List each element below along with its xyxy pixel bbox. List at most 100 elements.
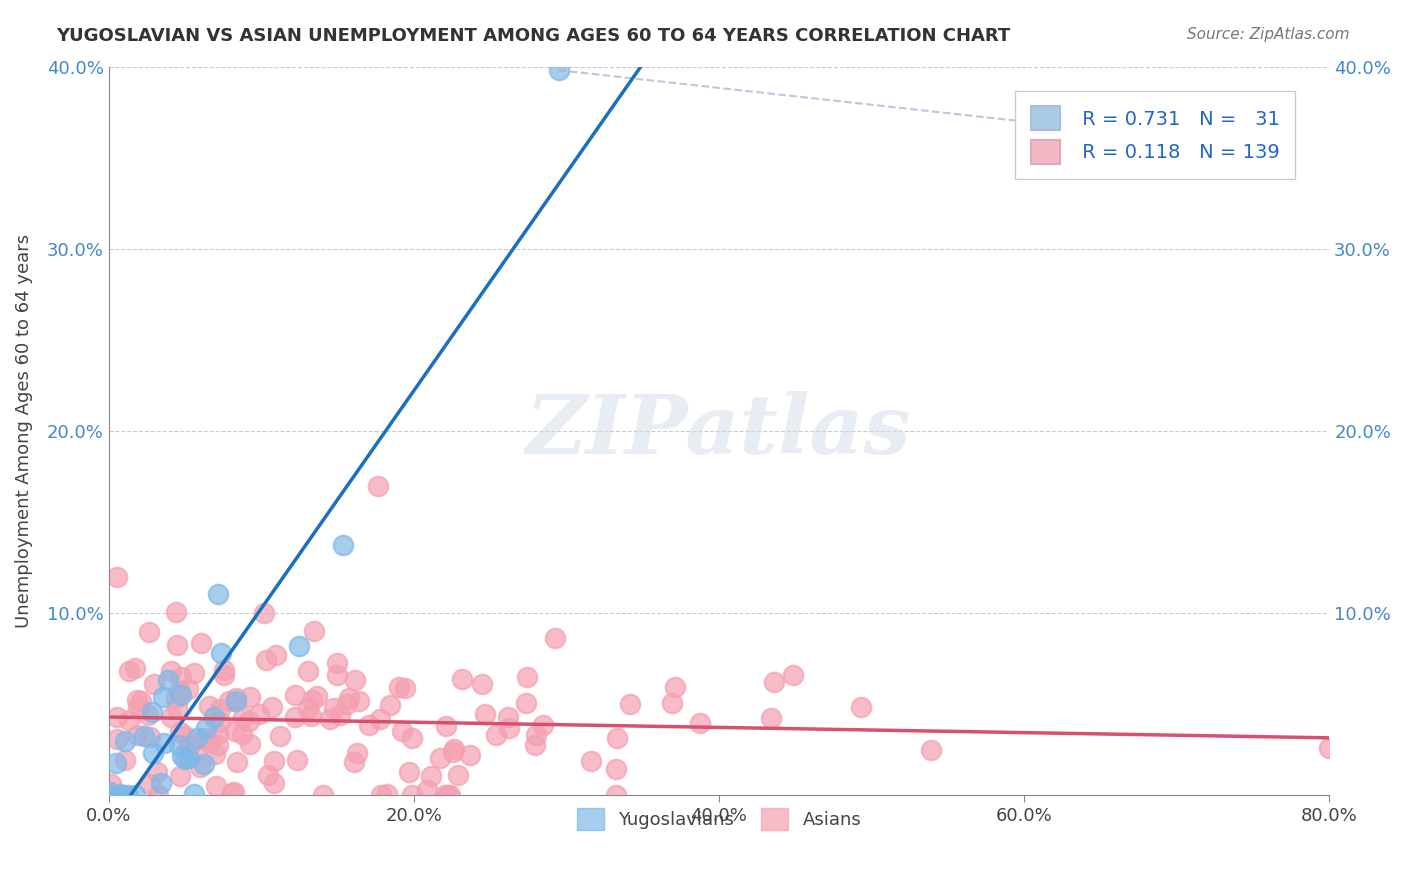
Point: [262, 699, 284, 714]
Point: [141, 705, 163, 719]
Point: [471, 677, 494, 691]
Point: [104, 756, 127, 770]
Point: [139, 730, 162, 744]
Point: [165, 690, 187, 705]
Point: [207, 738, 229, 752]
Point: [142, 746, 165, 760]
Point: [661, 696, 683, 710]
Legend: Yugoslavians, Asians: Yugoslavians, Asians: [562, 794, 876, 845]
Point: [152, 690, 174, 704]
Point: [524, 728, 547, 742]
Point: [380, 698, 402, 713]
Point: [225, 690, 247, 705]
Point: [307, 689, 329, 703]
Point: [160, 709, 183, 723]
Point: [763, 675, 786, 690]
Point: [124, 789, 146, 803]
Point: [606, 731, 628, 746]
Point: [111, 789, 134, 803]
Point: [485, 728, 508, 742]
Point: [287, 752, 309, 766]
Point: [239, 690, 262, 704]
Point: [447, 767, 470, 781]
Point: [117, 789, 139, 803]
Point: [166, 700, 188, 714]
Point: [579, 754, 602, 768]
Point: [208, 702, 231, 716]
Point: [224, 724, 246, 739]
Point: [368, 712, 391, 726]
Point: [166, 638, 188, 652]
Point: [202, 710, 225, 724]
Point: [169, 724, 191, 739]
Point: [225, 694, 247, 708]
Point: [302, 624, 325, 638]
Point: [664, 680, 686, 694]
Point: [170, 670, 193, 684]
Point: [437, 789, 460, 803]
Point: [150, 775, 173, 789]
Point: [269, 729, 291, 743]
Point: [398, 765, 420, 780]
Point: [458, 747, 481, 762]
Point: [138, 625, 160, 640]
Point: [125, 693, 148, 707]
Point: [474, 707, 496, 722]
Point: [212, 664, 235, 678]
Point: [849, 699, 872, 714]
Point: [388, 680, 411, 694]
Point: [254, 653, 277, 667]
Point: [515, 696, 537, 710]
Point: [336, 698, 359, 712]
Point: [605, 789, 627, 803]
Point: [190, 635, 212, 649]
Point: [323, 701, 346, 715]
Point: [689, 716, 711, 731]
Point: [759, 711, 782, 725]
Point: [174, 729, 197, 743]
Point: [297, 701, 319, 715]
Point: [139, 777, 162, 791]
Point: [129, 694, 152, 708]
Point: [198, 734, 221, 748]
Point: [136, 707, 159, 722]
Point: [319, 712, 342, 726]
Point: [195, 721, 218, 735]
Point: [157, 673, 180, 687]
Point: [284, 710, 307, 724]
Point: [169, 769, 191, 783]
Point: [207, 726, 229, 740]
Point: [100, 777, 122, 791]
Point: [450, 672, 472, 686]
Point: [218, 694, 240, 708]
Point: [207, 587, 229, 601]
Point: [263, 754, 285, 768]
Point: [225, 756, 247, 770]
Point: [197, 698, 219, 713]
Point: [98, 784, 121, 798]
Point: [177, 751, 200, 765]
Point: [347, 694, 370, 708]
Point: [224, 785, 246, 799]
Point: [443, 742, 465, 756]
Point: [193, 757, 215, 772]
Point: [186, 744, 208, 758]
Point: [416, 782, 439, 797]
Point: [263, 776, 285, 790]
Point: [370, 789, 392, 803]
Point: [516, 670, 538, 684]
Point: [391, 724, 413, 739]
Point: [118, 713, 141, 727]
Y-axis label: Unemployment Among Ages 60 to 64 years: Unemployment Among Ages 60 to 64 years: [15, 234, 32, 628]
Point: [544, 632, 567, 646]
Point: [326, 657, 349, 671]
Point: [114, 733, 136, 747]
Point: [146, 789, 169, 803]
Point: [401, 789, 423, 803]
Point: [231, 726, 253, 740]
Point: [439, 789, 461, 803]
Point: [301, 692, 323, 706]
Point: [329, 707, 352, 722]
Point: [105, 789, 128, 803]
Point: [142, 677, 165, 691]
